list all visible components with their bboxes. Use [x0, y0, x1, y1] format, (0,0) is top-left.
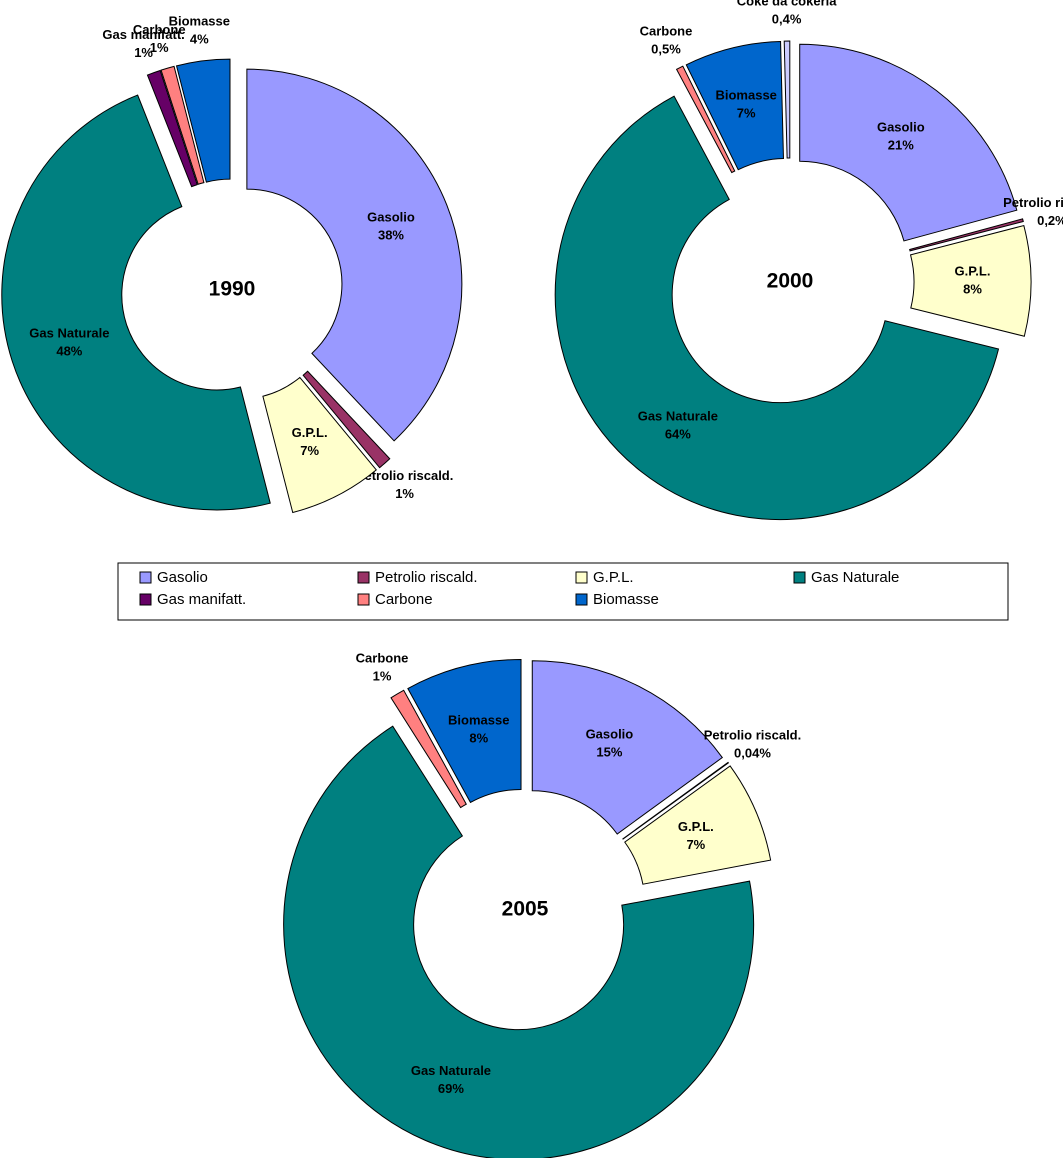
slice	[302, 370, 391, 469]
slice-value-label: 38%	[378, 227, 404, 242]
slice	[160, 65, 205, 185]
legend-label: Gas Naturale	[811, 569, 899, 586]
slice-label: Biomasse	[715, 87, 776, 102]
slice-label: Petrolio riscald.	[704, 727, 802, 742]
legend-swatch	[357, 593, 370, 606]
legend-swatch	[139, 593, 152, 606]
slice	[909, 218, 1024, 252]
chart-title: 1990	[209, 278, 256, 301]
slice-label: Carbone	[133, 22, 186, 37]
legend-swatch	[793, 571, 806, 584]
legend-swatch	[575, 593, 588, 606]
legend-label: Biomasse	[593, 591, 659, 608]
slice-value-label: 21%	[888, 137, 914, 152]
slice-label: Gasolio	[367, 209, 415, 224]
slice-label: G.P.L.	[292, 425, 328, 440]
slice	[407, 659, 522, 804]
legend-swatch	[357, 571, 370, 584]
slice	[783, 40, 791, 159]
slice-value-label: 0,04%	[734, 745, 771, 760]
slice-value-label: 7%	[686, 837, 705, 852]
slice-label: Petrolio riscald.	[356, 468, 454, 483]
slice	[909, 224, 1032, 337]
legend-swatch	[575, 571, 588, 584]
slice	[675, 65, 736, 174]
slice	[175, 58, 231, 183]
legend-swatch	[139, 571, 152, 584]
slice	[390, 689, 467, 809]
legend-label: Petrolio riscald.	[375, 569, 478, 586]
slice	[246, 68, 463, 442]
slice-value-label: 7%	[737, 105, 756, 120]
slice-value-label: 1%	[373, 669, 392, 684]
slice-label: Gas Naturale	[411, 1063, 491, 1078]
slice-label: Carbone	[356, 651, 409, 666]
slice-value-label: 64%	[665, 426, 691, 441]
chart-title: 2000	[767, 270, 814, 293]
slice	[624, 765, 772, 885]
slice-label: Coke da cokeria	[737, 0, 837, 8]
slice	[799, 43, 1018, 242]
slice-value-label: 1%	[150, 40, 169, 55]
slice-label: Gas Naturale	[29, 325, 109, 340]
slice-value-label: 7%	[300, 443, 319, 458]
slice-label: Gas Naturale	[638, 408, 718, 423]
slice-label: G.P.L.	[678, 819, 714, 834]
slice-value-label: 8%	[963, 282, 982, 297]
slice-value-label: 48%	[56, 343, 82, 358]
slice-label: G.P.L.	[955, 264, 991, 279]
slice	[554, 95, 1000, 521]
slice-label: Biomasse	[169, 13, 230, 28]
slice	[622, 761, 730, 840]
chart-title: 2005	[502, 898, 549, 921]
slice-label: Gasolio	[877, 119, 925, 134]
slice	[262, 376, 378, 514]
slice-value-label: 15%	[596, 745, 622, 760]
slice-value-label: 1%	[134, 45, 153, 60]
legend-label: Carbone	[375, 591, 433, 608]
slice-value-label: 1%	[395, 486, 414, 501]
legend-label: Gas manifatt.	[157, 591, 246, 608]
slice-label: Carbone	[640, 23, 693, 38]
slice	[283, 725, 755, 1158]
slice-value-label: 0,5%	[651, 41, 681, 56]
legend-box	[117, 562, 1009, 621]
slice-value-label: 69%	[438, 1081, 464, 1096]
slice-value-label: 8%	[469, 730, 488, 745]
slice-label: Biomasse	[448, 712, 509, 727]
legend-label: G.P.L.	[593, 569, 634, 586]
slice-label: Petrolio riscald.	[1003, 195, 1063, 210]
slice	[685, 41, 784, 171]
slice-label: Gasolio	[586, 727, 634, 742]
legend-label: Gasolio	[157, 569, 208, 586]
slice-value-label: 0,4%	[772, 11, 802, 26]
slice	[531, 660, 724, 835]
slice-value-label: 0,2%	[1037, 213, 1063, 228]
slice-value-label: 4%	[190, 31, 209, 46]
slice	[146, 69, 198, 188]
slice-label: Gas manifatt.	[102, 27, 184, 42]
slice	[1, 94, 271, 511]
